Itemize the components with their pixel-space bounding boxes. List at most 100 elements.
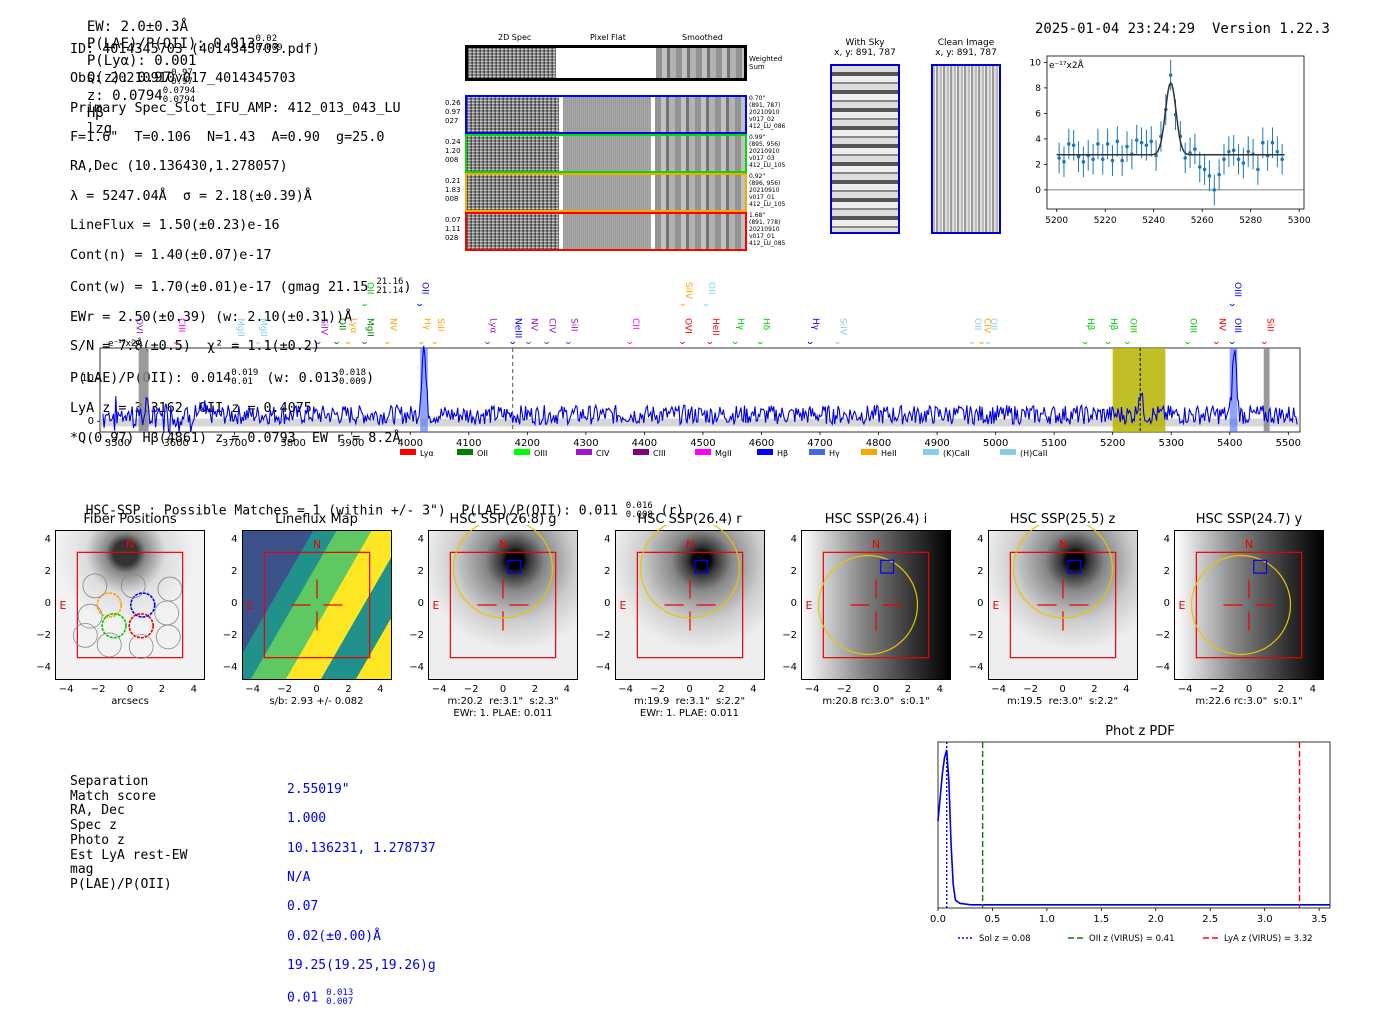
pixel-flat-cutout	[563, 97, 651, 132]
x-tick-label: 5200	[1045, 216, 1068, 226]
legend-label: (K)CaII	[943, 449, 970, 458]
y-tick-label: −4	[222, 661, 238, 673]
hsc-panel-title: Fiber Positions	[83, 512, 177, 527]
emission-line-label: Hδ	[760, 318, 770, 331]
data-point	[1212, 188, 1217, 192]
data-point	[1067, 142, 1071, 146]
x-tick-label: −4	[804, 684, 820, 695]
x-tick-label: 2.5	[1202, 914, 1218, 925]
east-label: E	[433, 599, 440, 612]
detection-info: ID: 4014345703 (4014345703.pdf) Obs: 202…	[70, 28, 412, 461]
line-bracket	[969, 341, 975, 344]
spec2d-cutout	[467, 214, 559, 249]
spec2d-col-label: 2D Spec	[498, 33, 532, 42]
data-point	[1091, 157, 1095, 162]
legend-label: OII	[477, 449, 488, 458]
data-point	[1105, 142, 1110, 146]
emission-line-label: NV	[1216, 318, 1226, 332]
info-id: ID: 4014345703 (4014345703.pdf)	[70, 41, 320, 57]
x-tick-label: 2	[158, 684, 166, 695]
x-tick-label: 4	[190, 684, 198, 695]
x-tick-label: −2	[650, 684, 665, 695]
data-point	[1168, 73, 1173, 77]
aperture-box	[636, 551, 743, 659]
legend-swatch	[400, 449, 416, 455]
x-tick-label: 3.0	[1257, 914, 1273, 925]
x-tick-label: 0	[686, 684, 693, 695]
north-label: N	[685, 538, 693, 551]
x-tick-label: 0	[126, 684, 134, 695]
y-tick-label: −4	[968, 661, 984, 673]
masked-region	[138, 348, 149, 432]
legend-swatch	[633, 449, 649, 455]
line-highlight	[1229, 348, 1238, 432]
match-label: Photo z	[70, 832, 125, 848]
x-tick-label: −2	[463, 684, 479, 695]
hsc-caption: m:19.9 re:3.1" s:2.2"	[633, 696, 746, 707]
fiber-circle	[157, 576, 183, 602]
north-label: N	[872, 538, 880, 551]
line-bracket	[130, 341, 136, 344]
line-bracket	[680, 341, 685, 344]
data-point	[1120, 158, 1124, 163]
hsc-overlay: NE	[246, 538, 370, 659]
x-tick-label: 4900	[924, 438, 949, 449]
legend-label: CIII	[653, 449, 666, 458]
photz-pdf-plot: 0.0 0.5 1.0 1.5 2.0 2.5 3.0 3.5 Sol z = 0.08 OII …	[930, 741, 1331, 944]
legend-label: OIII	[534, 449, 547, 458]
emission-line-label: SiIV	[838, 318, 848, 336]
noise-band	[100, 418, 1300, 427]
header-q: Q(z): 0.97	[86, 70, 172, 86]
legend-label: CIV	[596, 449, 610, 458]
y-tick-label: 4	[1035, 135, 1041, 145]
data-point	[1149, 139, 1154, 144]
x-tick-label: 5300	[1288, 216, 1311, 226]
fiber-circle	[72, 622, 98, 648]
data-point	[1202, 167, 1207, 172]
y-tick-label: 0	[231, 598, 238, 609]
line-bracket	[1124, 341, 1130, 344]
legend-label: HeII	[881, 449, 897, 458]
line-bracket	[979, 341, 984, 344]
y-tick-label: 2	[44, 566, 51, 578]
spec2d-col-label: Smoothed	[682, 33, 723, 42]
x-tick-label: 4500	[690, 438, 715, 449]
y-tick-label: 2	[977, 566, 984, 578]
aperture-box	[263, 551, 370, 659]
east-label: E	[246, 599, 253, 612]
legend-label: LyA z (VIRUS) = 3.32	[1224, 934, 1313, 944]
data-point	[1231, 148, 1236, 153]
hsc-panel-title: HSC SSP(26.4) i	[824, 512, 928, 527]
match-mag: 19.25(19.25,19.26)g	[287, 958, 436, 974]
x-tick-label: 4	[377, 684, 384, 695]
emission-line-label: HeII	[710, 318, 720, 336]
x-tick-label: 5500	[1276, 438, 1301, 449]
header-ew: EW: 2.0±0.3Å	[86, 19, 189, 35]
x-tick-label: 1.5	[1093, 914, 1109, 925]
smoothed-cutout	[655, 214, 745, 249]
spectrum-unit: e⁻¹⁷x2Å	[108, 337, 144, 349]
emission-line-label: MgII	[235, 318, 245, 337]
data-point	[1260, 140, 1265, 145]
legend-label: Hγ	[829, 449, 840, 458]
x-tick-label: −4	[431, 684, 447, 695]
data-point	[1062, 160, 1066, 164]
info-lambda: λ = 5247.04Å σ = 2.18(±0.39)Å	[70, 188, 312, 204]
line-bracket	[315, 341, 321, 344]
match-ew: 0.02(±0.00)Å	[287, 928, 381, 944]
emission-line-label: Lyα	[348, 318, 358, 334]
east-label: E	[806, 599, 813, 612]
line-bracket	[1261, 341, 1267, 344]
pixel-flat-cutout	[563, 175, 651, 210]
line-bracket	[1082, 341, 1088, 344]
weighted-sum-spec	[468, 48, 556, 78]
y-tick-label: 4	[790, 534, 797, 546]
match-separation: 2.55019"	[287, 781, 350, 797]
hsc-image	[614, 530, 765, 680]
line-bracket	[732, 341, 738, 344]
y-tick-label: −4	[1155, 661, 1170, 673]
match-label: Separation	[70, 774, 149, 789]
y-tick-label: 4	[604, 534, 611, 546]
hsc-image	[428, 530, 578, 680]
line-highlight	[420, 348, 428, 432]
